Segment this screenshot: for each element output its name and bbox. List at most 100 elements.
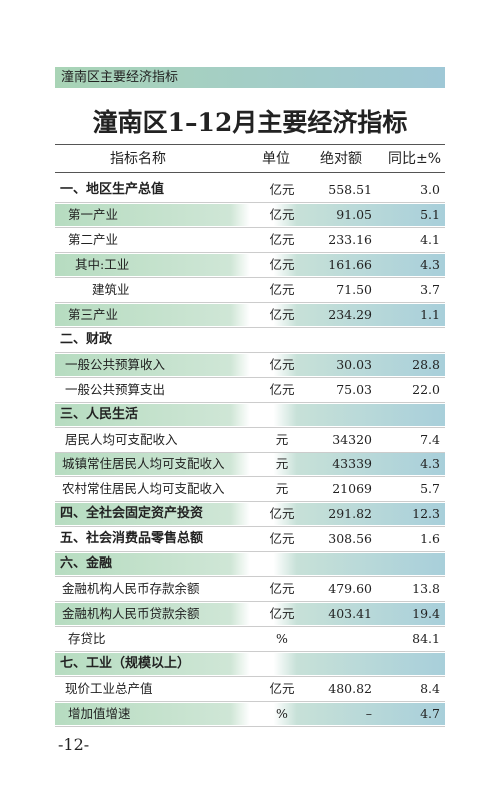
column-header: 绝对额 [320, 151, 362, 167]
value: 480.82 [328, 681, 372, 696]
row-label: 六、金融 [60, 556, 113, 572]
yoy: 84.1 [412, 631, 440, 647]
yoy: 12.3 [412, 506, 440, 522]
value: 234.29 [328, 306, 372, 322]
column-header: 单位 [262, 151, 290, 167]
row-label: 农村常住居民人均可支配收入 [62, 481, 225, 497]
unit: % [276, 631, 288, 647]
table-row [55, 453, 445, 476]
column-header: 同比±% [388, 151, 442, 167]
table-row [55, 603, 445, 626]
row-separator [55, 651, 445, 653]
value: 233.16 [328, 231, 372, 247]
unit: 亿元 [269, 256, 295, 272]
unit: 亿元 [269, 531, 295, 547]
table-row [55, 203, 445, 226]
row-separator [55, 601, 445, 603]
row-label: 建筑业 [92, 281, 130, 297]
row-separator [55, 526, 445, 528]
yoy: 3.7 [420, 281, 440, 297]
yoy: 5.1 [420, 206, 440, 222]
row-separator [55, 551, 445, 553]
row-label: 现价工业总产值 [65, 681, 153, 696]
row-label: 城镇常住居民人均可支配收入 [62, 456, 225, 472]
page-number: -12- [58, 735, 90, 754]
yoy: 1.6 [420, 531, 440, 547]
row-label: 二、财政 [60, 331, 113, 347]
yoy: 28.8 [412, 356, 440, 372]
value: 403.41 [328, 606, 372, 622]
row-label: 居民人均可支配收入 [65, 431, 178, 447]
row-separator [55, 576, 445, 578]
row-label: 金融机构人民币贷款余额 [62, 606, 200, 622]
row-separator [55, 202, 445, 203]
row-separator [55, 226, 445, 228]
banner: 潼南区主要经济指标 [55, 67, 445, 88]
table-row [55, 653, 445, 676]
yoy: 8.4 [420, 681, 440, 696]
table-row [55, 303, 445, 326]
row-label: 四、全社会固定资产投资 [60, 506, 204, 522]
value: 75.03 [336, 381, 372, 397]
row-label: 一、地区生产总值 [60, 182, 165, 197]
row-separator [55, 351, 445, 353]
value: 30.03 [336, 356, 372, 372]
row-label: 存贷比 [68, 631, 106, 647]
yoy: 4.7 [420, 705, 440, 721]
yoy: 7.4 [420, 431, 440, 447]
value: 291.82 [328, 506, 372, 522]
row-label: 五、社会消费品零售总额 [60, 531, 204, 547]
row-label: 增加值增速 [68, 705, 131, 721]
row-label: 一般公共预算收入 [65, 356, 166, 372]
row-label: 三、人民生活 [60, 406, 139, 422]
table-row [55, 503, 445, 526]
row-label: 其中:工业 [75, 256, 130, 272]
table-row [55, 353, 445, 376]
unit: 亿元 [269, 231, 295, 247]
rule [55, 144, 445, 145]
unit: 元 [275, 431, 289, 447]
value: 34320 [332, 431, 372, 447]
row-separator [55, 501, 445, 503]
yoy: 1.1 [420, 306, 440, 322]
row-separator [55, 276, 445, 278]
column-header: 指标名称 [110, 151, 166, 167]
yoy: 13.8 [412, 581, 440, 597]
unit: 亿元 [269, 681, 295, 696]
value: 161.66 [328, 256, 372, 272]
unit: 元 [275, 481, 289, 497]
row-separator [55, 476, 445, 478]
unit: 亿元 [269, 206, 295, 222]
value: 71.50 [336, 281, 372, 297]
unit: 亿元 [269, 506, 295, 522]
yoy: 3.0 [420, 182, 440, 197]
row-separator [55, 701, 445, 702]
yoy: 4.1 [420, 231, 440, 247]
row-label: 金融机构人民币存款余额 [62, 581, 200, 597]
row-label: 七、工业（规模以上） [60, 656, 191, 672]
row-separator [55, 251, 445, 253]
table-row [55, 702, 445, 725]
unit: 亿元 [269, 581, 295, 597]
value: 21069 [332, 481, 372, 497]
unit: 亿元 [269, 356, 295, 372]
table-row [55, 329, 445, 351]
unit: 亿元 [269, 381, 295, 397]
yoy: 4.3 [420, 256, 440, 272]
unit: 元 [275, 456, 289, 472]
yoy: 4.3 [420, 456, 440, 472]
row-label: 一般公共预算支出 [65, 381, 166, 397]
row-separator [55, 326, 445, 328]
value: 43339 [332, 456, 372, 472]
value: 479.60 [328, 581, 372, 597]
value: 91.05 [336, 206, 372, 222]
row-separator [55, 451, 445, 453]
row-label: 第二产业 [68, 231, 119, 247]
table-row [55, 403, 445, 426]
row-label: 第一产业 [68, 206, 119, 222]
rule [55, 172, 445, 173]
unit: 亿元 [269, 306, 295, 322]
unit: % [276, 705, 288, 721]
row-label: 第三产业 [68, 306, 119, 322]
